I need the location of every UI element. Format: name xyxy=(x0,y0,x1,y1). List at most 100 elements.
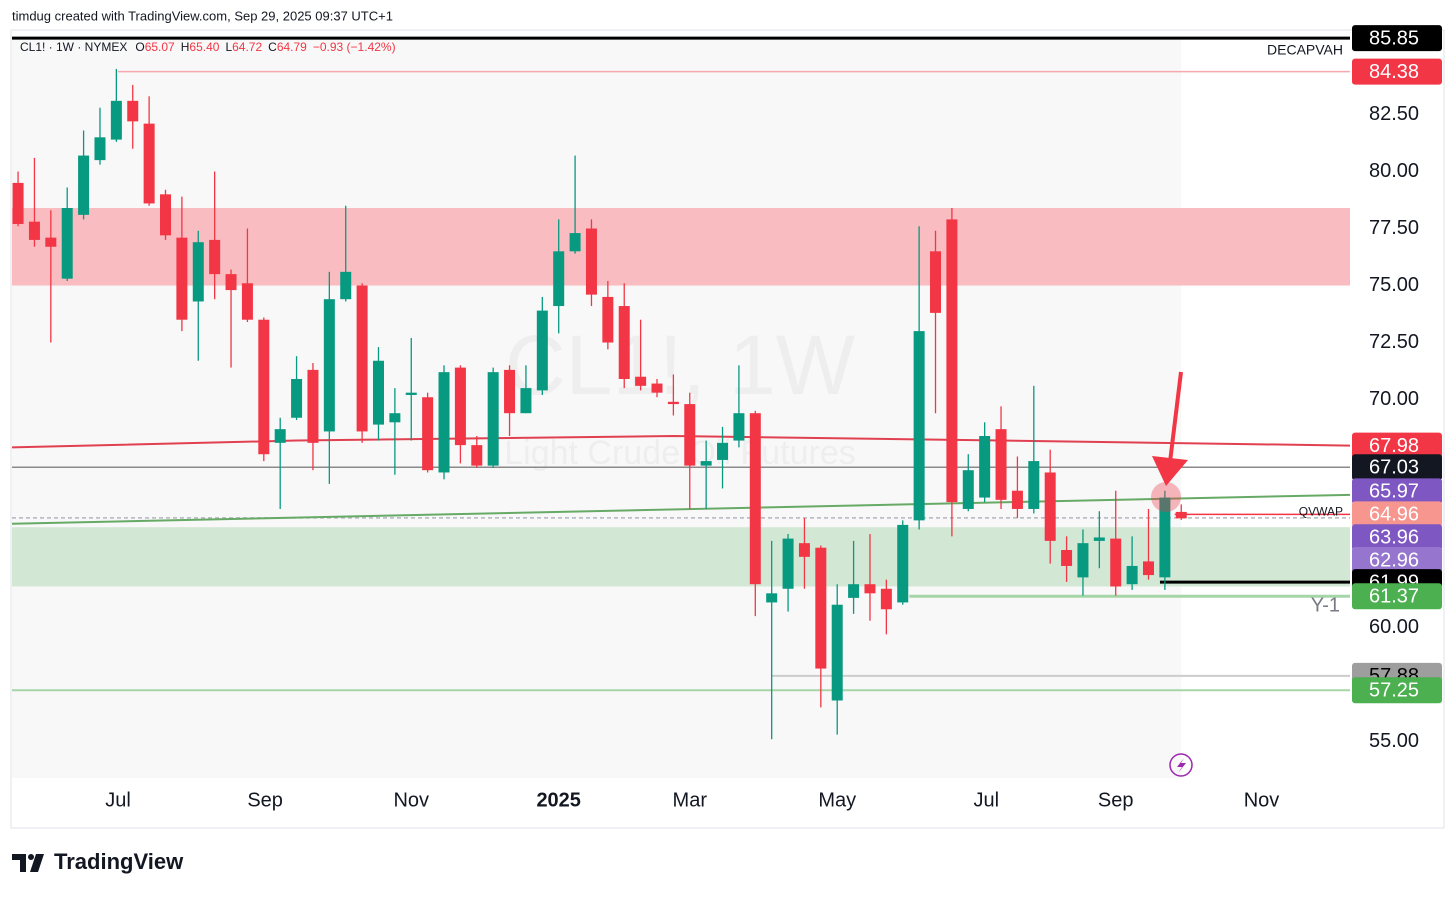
candle-body xyxy=(553,251,565,307)
candle-body xyxy=(454,367,466,446)
price-tag-label: 63.96 xyxy=(1369,527,1419,549)
candle-body xyxy=(1175,511,1187,519)
candle-body xyxy=(389,413,401,423)
plot: QVWAP Y-1 55.00 60.00 70.00 72.50 75.00 77.50 80… xyxy=(11,25,1442,811)
candle-body xyxy=(618,306,630,379)
candle-body xyxy=(930,251,942,313)
logo-dot xyxy=(28,854,34,860)
ohlc-key: H xyxy=(181,40,190,54)
candle-body xyxy=(520,388,532,414)
candle-body xyxy=(487,372,499,466)
candle-body xyxy=(307,369,319,443)
candle-body xyxy=(602,296,614,343)
candle-body xyxy=(225,274,237,291)
candle-body xyxy=(209,239,221,275)
candle-body xyxy=(12,182,24,224)
candle-body xyxy=(1077,543,1089,578)
x-tick-label: Nov xyxy=(393,789,429,811)
price-tag xyxy=(1352,524,1442,551)
candle-body xyxy=(979,436,991,498)
moving-average xyxy=(11,434,1351,449)
change: −0.93 (−1.42%) xyxy=(313,40,396,54)
x-tick-label: Nov xyxy=(1244,789,1280,811)
candle-body xyxy=(160,194,172,236)
candle-body xyxy=(110,100,122,140)
attribution: timdug created with TradingView.com, Sep… xyxy=(12,8,393,23)
ohlc-value: 65.07 xyxy=(145,40,175,54)
y-tick-label: 70.00 xyxy=(1369,388,1419,410)
price-tag xyxy=(1352,58,1442,85)
candle-body xyxy=(733,413,745,441)
candle-body xyxy=(913,331,925,521)
y-tick-label: 60.00 xyxy=(1369,616,1419,638)
y-tick-label: 77.50 xyxy=(1369,217,1419,239)
candle-body xyxy=(684,404,696,466)
x-tick-label: Sep xyxy=(247,789,283,811)
candle-body xyxy=(192,242,204,302)
candle-body xyxy=(717,442,729,460)
candle-body xyxy=(28,221,40,240)
logo-mark xyxy=(30,854,44,872)
trendline xyxy=(11,493,1351,525)
candle-body xyxy=(291,379,303,418)
watermark: CL1!, 1W Light Crude Oil Futures xyxy=(504,318,856,472)
price-tag-label: 84.38 xyxy=(1369,61,1419,83)
price-tag-label: 64.96 xyxy=(1369,504,1419,526)
y-tick-label: 80.00 xyxy=(1369,160,1419,182)
candle-body xyxy=(1110,538,1122,587)
legend-header: CL1! · 1W · NYMEX O 65.07 H 65.40 L 64.72 C 64.… xyxy=(20,40,396,54)
x-tick-label: Jul xyxy=(105,789,131,811)
candle-body xyxy=(815,547,827,669)
candle-body xyxy=(749,413,761,585)
price-tag-label: 57.25 xyxy=(1369,680,1419,702)
history-shade xyxy=(12,37,1182,778)
candle-body xyxy=(143,123,155,204)
candle-body xyxy=(258,319,270,455)
candle-body xyxy=(1028,461,1040,509)
price-tag-label: 65.97 xyxy=(1369,481,1419,503)
candle-body xyxy=(340,271,352,300)
arrow-head xyxy=(1152,456,1188,486)
candle-body xyxy=(798,543,810,557)
candle-body xyxy=(61,208,73,279)
price-tag xyxy=(1352,25,1442,52)
price-tag xyxy=(1352,583,1442,610)
logo-mark xyxy=(12,854,26,872)
candle-body xyxy=(241,283,253,320)
candle-body xyxy=(1126,565,1138,585)
candle-body xyxy=(700,461,712,466)
candle-body xyxy=(504,369,516,414)
candle-body xyxy=(176,237,188,320)
ohlc-key: C xyxy=(268,40,277,54)
candle-body xyxy=(864,584,876,594)
y-tick-label: 55.00 xyxy=(1369,730,1419,752)
price-tag-label: 67.98 xyxy=(1369,435,1419,457)
candle-body xyxy=(438,372,450,473)
watermark-subtitle: Light Crude Oil Futures xyxy=(504,434,856,472)
event-icon xyxy=(1169,753,1193,777)
candle-body xyxy=(45,237,57,247)
y-tick-label: 72.50 xyxy=(1369,331,1419,353)
x-tick-label: May xyxy=(818,789,856,811)
ohlc-value: 64.72 xyxy=(232,40,262,54)
price-tag-label: 62.96 xyxy=(1369,549,1419,571)
candle-body xyxy=(995,429,1007,500)
candle-body xyxy=(946,219,958,503)
candle-body xyxy=(831,604,843,701)
ohlc-key: L xyxy=(225,40,232,54)
y-tick-label: 82.50 xyxy=(1369,103,1419,125)
level-note: QVWAP xyxy=(1299,505,1343,519)
candle-body xyxy=(78,155,90,215)
price-tag-label: 85.85 xyxy=(1369,27,1419,49)
candle-body xyxy=(1044,472,1056,541)
brand: TradingView xyxy=(54,849,184,874)
price-tag xyxy=(1352,454,1442,481)
indicator-label: DECAPVAH xyxy=(1267,42,1343,58)
candle-body xyxy=(782,538,794,589)
y-tick-label: 75.00 xyxy=(1369,274,1419,296)
candle-body xyxy=(585,228,597,295)
x-tick-label: 2025 xyxy=(536,789,581,811)
watermark-title: CL1!, 1W xyxy=(505,318,855,412)
arrow-shaft xyxy=(1168,371,1183,463)
